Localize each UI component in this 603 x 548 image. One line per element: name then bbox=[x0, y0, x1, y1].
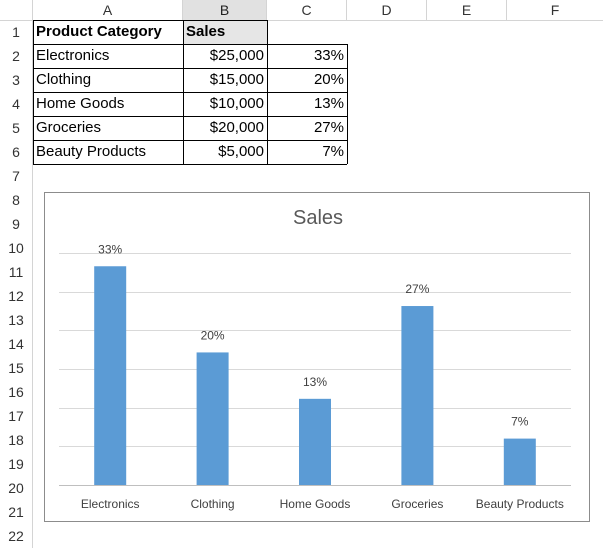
bar[interactable] bbox=[299, 398, 331, 485]
table-border bbox=[33, 164, 347, 165]
cell-category[interactable]: Groceries bbox=[36, 119, 102, 136]
cell-percent[interactable]: 27% bbox=[313, 119, 344, 136]
row-header[interactable]: 3 bbox=[0, 68, 33, 92]
row-header[interactable]: 9 bbox=[0, 212, 33, 236]
cell-sales[interactable]: $5,000 bbox=[218, 143, 264, 160]
bar[interactable] bbox=[401, 306, 434, 485]
row-header[interactable]: 8 bbox=[0, 188, 33, 212]
category-tick-label: Clothing bbox=[191, 497, 235, 511]
column-header-bar: A B C D E F bbox=[0, 0, 603, 21]
row-header[interactable]: 5 bbox=[0, 116, 33, 140]
cell-category[interactable]: Home Goods bbox=[36, 95, 125, 112]
row-header[interactable]: 4 bbox=[0, 92, 33, 116]
column-header-f[interactable]: F bbox=[550, 2, 560, 18]
data-label: 33% bbox=[98, 242, 122, 256]
cell-percent[interactable]: 20% bbox=[313, 71, 344, 88]
table-border bbox=[33, 20, 34, 164]
table-border bbox=[33, 20, 267, 21]
data-label: 20% bbox=[201, 328, 225, 342]
row-header[interactable]: 11 bbox=[0, 260, 33, 284]
table-border bbox=[347, 44, 348, 164]
row-header[interactable]: 18 bbox=[0, 428, 33, 452]
select-all-corner[interactable] bbox=[0, 0, 33, 20]
column-header-e[interactable]: E bbox=[427, 0, 507, 20]
category-tick-label: Home Goods bbox=[280, 497, 351, 511]
row-header[interactable]: 12 bbox=[0, 284, 33, 308]
row-header[interactable]: 20 bbox=[0, 476, 33, 500]
row-header[interactable]: 17 bbox=[0, 404, 33, 428]
row-header[interactable]: 14 bbox=[0, 332, 33, 356]
row-header[interactable]: 7 bbox=[0, 164, 33, 188]
chart-title[interactable]: Sales bbox=[293, 207, 343, 229]
table-border bbox=[267, 20, 268, 164]
bar[interactable] bbox=[94, 266, 127, 485]
data-label: 27% bbox=[405, 282, 429, 296]
table-border bbox=[33, 68, 347, 69]
cell-category[interactable]: Beauty Products bbox=[36, 143, 147, 160]
cell-sales[interactable]: $25,000 bbox=[209, 47, 264, 64]
embedded-chart[interactable]: Sales 33% Electronics 20% Clothing 13% Home Go… bbox=[44, 192, 590, 522]
bar[interactable] bbox=[503, 438, 536, 485]
row-header[interactable]: 15 bbox=[0, 356, 33, 380]
table-border bbox=[33, 116, 347, 117]
column-header-a[interactable]: A bbox=[33, 0, 183, 20]
category-tick-label: Groceries bbox=[391, 497, 443, 511]
column-header-b[interactable]: B bbox=[183, 0, 267, 20]
cell-percent[interactable]: 33% bbox=[313, 47, 344, 64]
cell-sales[interactable]: $10,000 bbox=[209, 95, 264, 112]
cell-sales[interactable]: $20,000 bbox=[209, 119, 264, 136]
data-label: 13% bbox=[303, 375, 327, 389]
row-header[interactable]: 13 bbox=[0, 308, 33, 332]
cell-percent[interactable]: 13% bbox=[313, 95, 344, 112]
cell-sales[interactable]: $15,000 bbox=[209, 71, 264, 88]
row-header[interactable]: 2 bbox=[0, 44, 33, 68]
table-border bbox=[183, 20, 184, 164]
column-header-d[interactable]: D bbox=[347, 0, 427, 20]
cell-percent[interactable]: 7% bbox=[322, 143, 344, 160]
bar[interactable] bbox=[196, 352, 229, 485]
bar-chart-svg: Sales 33% Electronics 20% Clothing 13% Home Go… bbox=[59, 207, 571, 511]
row-header[interactable]: 16 bbox=[0, 380, 33, 404]
table-border bbox=[33, 140, 347, 141]
cell-category[interactable]: Clothing bbox=[36, 71, 92, 88]
category-tick-label: Beauty Products bbox=[476, 497, 564, 511]
category-tick-label: Electronics bbox=[81, 497, 140, 511]
data-label: 7% bbox=[511, 415, 529, 429]
row-header[interactable]: 6 bbox=[0, 140, 33, 164]
row-header[interactable]: 1 bbox=[0, 20, 33, 44]
row-header[interactable]: 10 bbox=[0, 236, 33, 260]
column-header-c[interactable]: C bbox=[267, 0, 347, 20]
row-header[interactable]: 19 bbox=[0, 452, 33, 476]
row-header[interactable]: 21 bbox=[0, 500, 33, 524]
header-product-category[interactable]: Product Category bbox=[36, 23, 162, 40]
table-border bbox=[33, 44, 347, 45]
selected-cell-highlight bbox=[183, 20, 267, 44]
header-sales[interactable]: Sales bbox=[186, 23, 226, 40]
cell-category[interactable]: Electronics bbox=[36, 47, 110, 64]
table-border bbox=[33, 92, 347, 93]
row-header[interactable]: 22 bbox=[0, 524, 33, 548]
